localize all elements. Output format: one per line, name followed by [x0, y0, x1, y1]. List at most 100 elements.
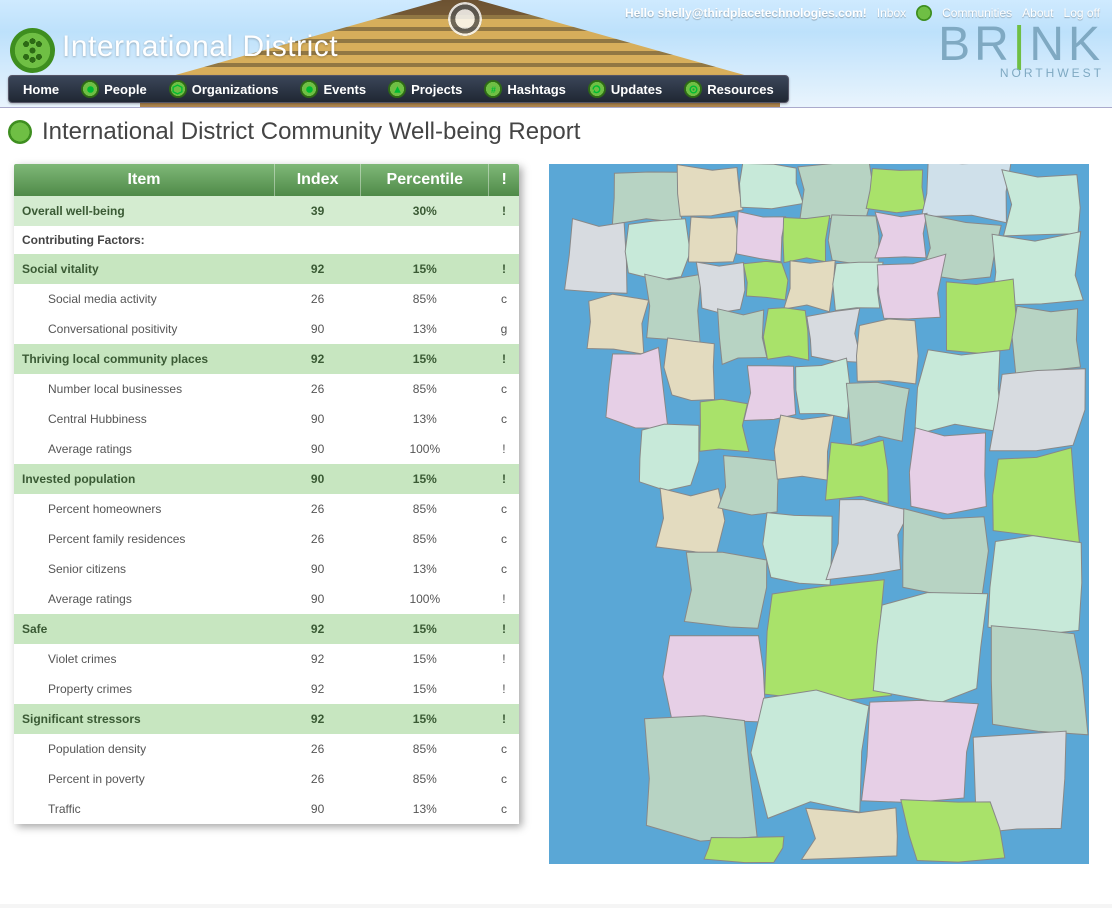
map-region[interactable] [718, 309, 767, 365]
map-region[interactable] [740, 164, 804, 209]
map-region[interactable] [798, 164, 874, 219]
map-region[interactable] [807, 308, 862, 362]
map-region[interactable] [991, 626, 1088, 735]
map-region[interactable] [744, 366, 796, 421]
map-region[interactable] [993, 448, 1080, 543]
nav-organizations[interactable]: Organizations [163, 80, 285, 98]
map-region[interactable] [862, 700, 979, 802]
cell-flag: ! [489, 704, 519, 734]
hashtags-icon: # [484, 80, 502, 98]
nav-hashtags[interactable]: # Hashtags [478, 80, 572, 98]
cell-item: Senior citizens [14, 554, 275, 584]
map-region[interactable] [763, 308, 808, 360]
map-region[interactable] [866, 169, 925, 213]
title-badge-icon [8, 120, 32, 144]
map-region[interactable] [751, 690, 869, 818]
map-region[interactable] [784, 260, 836, 311]
map-region[interactable] [988, 536, 1082, 636]
cell-index: 39 [275, 196, 361, 226]
nav-events[interactable]: Events [294, 80, 372, 98]
brand-mark: BR|NK NORTHWEST [938, 26, 1104, 80]
nav-home[interactable]: Home [17, 82, 65, 97]
cell-item: Percent homeowners [14, 494, 275, 524]
cell-index: 92 [275, 614, 361, 644]
map-region[interactable] [743, 261, 788, 300]
map-region[interactable] [704, 837, 784, 863]
cell-item: Property crimes [14, 674, 275, 704]
updates-icon [588, 80, 606, 98]
nav-updates[interactable]: Updates [582, 80, 668, 98]
cell-index: 92 [275, 254, 361, 284]
site-logo-icon[interactable] [10, 28, 55, 73]
table-row: Overall well-being3930%! [14, 196, 519, 226]
map-region[interactable] [656, 488, 725, 556]
cell-percentile: 13% [361, 794, 489, 824]
nav-resources[interactable]: Resources [678, 80, 779, 98]
map-region[interactable] [612, 172, 681, 225]
map-region[interactable] [774, 415, 834, 480]
map-region[interactable] [765, 580, 892, 702]
map-region[interactable] [826, 440, 889, 503]
community-map[interactable] [549, 164, 1089, 864]
cell-index: 26 [275, 764, 361, 794]
map-region[interactable] [737, 212, 786, 262]
cell-item: Percent in poverty [14, 764, 275, 794]
map-region[interactable] [1012, 306, 1080, 373]
nav-people[interactable]: People [75, 80, 153, 98]
cell-item: Violet crimes [14, 644, 275, 674]
cell-item: Social vitality [14, 254, 275, 284]
map-region[interactable] [877, 254, 946, 319]
map-region[interactable] [990, 369, 1086, 451]
map-region[interactable] [875, 212, 927, 258]
map-region[interactable] [857, 319, 919, 384]
map-region[interactable] [565, 219, 627, 294]
col-flag-header: ! [489, 164, 519, 196]
nav-organizations-label: Organizations [192, 82, 279, 97]
cell-item: Social media activity [14, 284, 275, 314]
map-region[interactable] [909, 428, 986, 514]
map-region[interactable] [826, 500, 910, 580]
map-region[interactable] [921, 164, 1011, 223]
cell-index: 26 [275, 284, 361, 314]
map-region[interactable] [901, 800, 1005, 863]
map-region[interactable] [677, 165, 743, 217]
map-region[interactable] [846, 382, 909, 445]
map-region[interactable] [700, 399, 749, 451]
map-region[interactable] [696, 262, 745, 313]
cell-item: Average ratings [14, 434, 275, 464]
map-region[interactable] [645, 716, 758, 841]
map-region[interactable] [1002, 170, 1080, 236]
map-region[interactable] [606, 348, 668, 429]
cell-flag: ! [489, 434, 519, 464]
map-region[interactable] [828, 215, 879, 263]
map-region[interactable] [763, 513, 832, 585]
map-region[interactable] [915, 350, 1003, 435]
map-region[interactable] [802, 808, 898, 860]
cell-index: 90 [275, 404, 361, 434]
map-region[interactable] [718, 456, 779, 515]
map-region[interactable] [903, 509, 989, 597]
col-index-header: Index [275, 164, 361, 196]
map-region[interactable] [783, 216, 830, 263]
map-region[interactable] [689, 217, 740, 263]
map-region[interactable] [587, 294, 649, 354]
map-region[interactable] [684, 552, 766, 628]
table-row: Contributing Factors: [14, 226, 519, 254]
map-region[interactable] [645, 274, 702, 342]
map-region[interactable] [663, 636, 766, 728]
map-region[interactable] [639, 424, 699, 491]
map-region[interactable] [625, 219, 690, 281]
cell-index: 90 [275, 584, 361, 614]
map-region[interactable] [796, 358, 851, 418]
cell-flag: ! [489, 254, 519, 284]
nav-projects[interactable]: Projects [382, 80, 468, 98]
map-region[interactable] [664, 338, 715, 401]
cell-percentile: 13% [361, 404, 489, 434]
communities-badge-icon [916, 5, 932, 21]
cell-item: Number local businesses [14, 374, 275, 404]
top-link-inbox[interactable]: Inbox [877, 6, 906, 20]
map-region[interactable] [946, 279, 1016, 353]
map-region[interactable] [833, 262, 883, 310]
map-region[interactable] [873, 593, 987, 703]
col-item-header: Item [14, 164, 275, 196]
